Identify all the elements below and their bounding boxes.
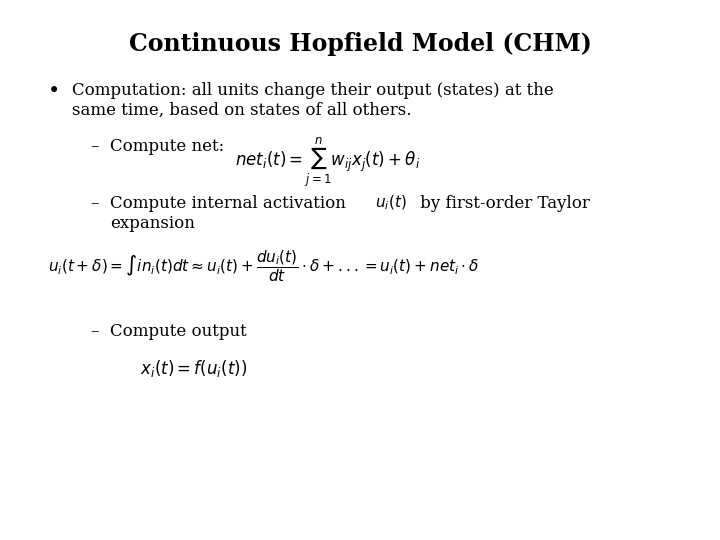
Text: –: – xyxy=(90,323,99,340)
Text: •: • xyxy=(48,82,60,101)
Text: –: – xyxy=(90,195,99,212)
Text: $net_i(t) = \sum_{j=1}^{n} w_{ij}x_j(t) + \theta_i$: $net_i(t) = \sum_{j=1}^{n} w_{ij}x_j(t) … xyxy=(235,136,420,189)
Text: $x_i(t) = f(u_i(t))$: $x_i(t) = f(u_i(t))$ xyxy=(140,358,247,379)
Text: Computation: all units change their output (states) at the: Computation: all units change their outp… xyxy=(72,82,554,99)
Text: expansion: expansion xyxy=(110,215,195,232)
Text: $u_i(t+\delta) = \int in_i(t)dt \approx u_i(t) + \dfrac{du_i(t)}{dt} \cdot \delt: $u_i(t+\delta) = \int in_i(t)dt \approx … xyxy=(48,248,480,284)
Text: Compute net:: Compute net: xyxy=(110,138,230,155)
Text: $u_i(t)$: $u_i(t)$ xyxy=(375,194,407,212)
Text: Compute output: Compute output xyxy=(110,323,247,340)
Text: Compute internal activation: Compute internal activation xyxy=(110,195,351,212)
Text: Continuous Hopfield Model (CHM): Continuous Hopfield Model (CHM) xyxy=(129,32,591,56)
Text: –: – xyxy=(90,138,99,155)
Text: by first-order Taylor: by first-order Taylor xyxy=(415,195,590,212)
Text: same time, based on states of all others.: same time, based on states of all others… xyxy=(72,102,412,119)
